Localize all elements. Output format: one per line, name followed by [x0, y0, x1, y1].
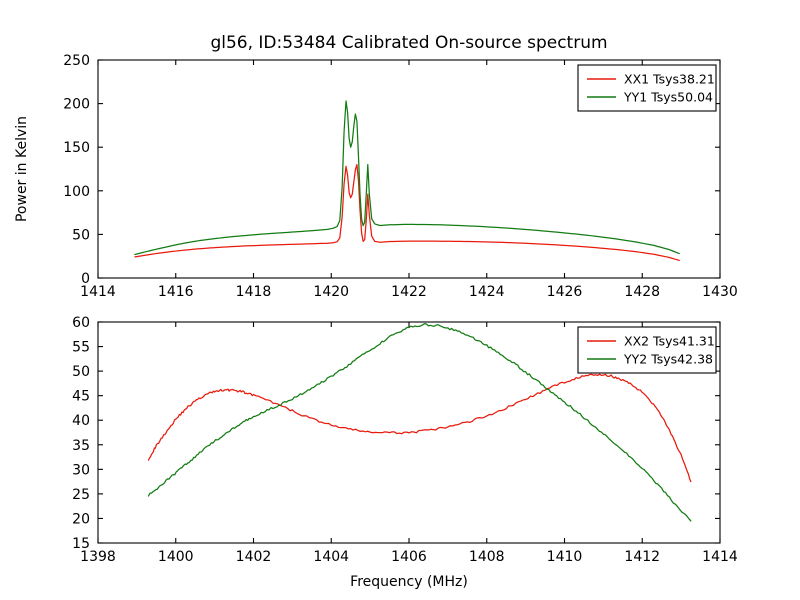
- bottom-panel: 1398 1400 1402 1404 1406 1408 1410 1412 1414 15 20…: [72, 315, 738, 590]
- legend: XX1 Tsys38.21 YY1 Tsys50.04: [577, 64, 717, 112]
- y-tick-label: 55: [72, 340, 90, 356]
- data-area: [147, 322, 692, 522]
- y-tick-label: 40: [72, 413, 90, 429]
- x-tick-label: 1420: [313, 284, 349, 300]
- y-tick-label: 15: [72, 536, 90, 552]
- data-area: [134, 100, 680, 262]
- x-tick-label: 1416: [158, 284, 194, 300]
- series-line-yy2: [147, 322, 692, 522]
- x-tick-label: 1412: [624, 549, 660, 565]
- top-panel: 1414 1416 1418 1420 1422 1424 1426 1428 1430 0 50 1…: [14, 33, 738, 300]
- series-line-xx1: [134, 164, 680, 262]
- x-tick-label: 1414: [80, 284, 116, 300]
- y-tick-label: 250: [63, 53, 90, 69]
- x-tick-label: 1422: [391, 284, 427, 300]
- x-tick-label: 1402: [236, 549, 272, 565]
- x-tick-label: 1410: [547, 549, 583, 565]
- plot-title: gl56, ID:53484 Calibrated On-source spec…: [210, 33, 607, 53]
- x-tick-label: 1430: [702, 284, 738, 300]
- legend-label: XX2 Tsys41.31: [624, 334, 715, 349]
- x-tick-label: 1398: [80, 549, 116, 565]
- legend-box: [577, 326, 717, 374]
- y-tick-label: 200: [63, 97, 90, 113]
- y-tick-label: 0: [81, 271, 90, 287]
- x-tick-label: 1418: [236, 284, 272, 300]
- y-tick-label: 60: [72, 315, 90, 331]
- y-tick-label: 45: [72, 389, 90, 405]
- y-tick-label: 20: [72, 511, 90, 527]
- legend-label: YY1 Tsys50.04: [623, 90, 713, 105]
- legend-label: XX1 Tsys38.21: [624, 72, 715, 87]
- legend: XX2 Tsys41.31 YY2 Tsys42.38: [577, 326, 717, 374]
- legend-label: YY2 Tsys42.38: [623, 352, 713, 367]
- x-tick-label: 1424: [469, 284, 505, 300]
- y-tick-label: 100: [63, 184, 90, 200]
- y-tick-label: 30: [72, 462, 90, 478]
- x-tick-label: 1408: [469, 549, 505, 565]
- y-axis-label: Power in Kelvin: [14, 116, 30, 222]
- y-tick-label: 50: [72, 227, 90, 243]
- x-tick-label: 1414: [702, 549, 738, 565]
- x-tick-label: 1400: [158, 549, 194, 565]
- legend-box: [577, 64, 717, 112]
- x-tick-label: 1406: [391, 549, 427, 565]
- series-line-yy1: [134, 100, 680, 256]
- x-tick-label: 1428: [624, 284, 660, 300]
- y-tick-label: 50: [72, 364, 90, 380]
- y-tick-label: 25: [72, 487, 90, 503]
- y-tick-label: 35: [72, 438, 90, 454]
- x-tick-label: 1404: [313, 549, 349, 565]
- x-tick-label: 1426: [547, 284, 583, 300]
- x-axis-label: Frequency (MHz): [350, 574, 468, 590]
- series-line-xx2: [147, 373, 692, 483]
- y-tick-label: 150: [63, 140, 90, 156]
